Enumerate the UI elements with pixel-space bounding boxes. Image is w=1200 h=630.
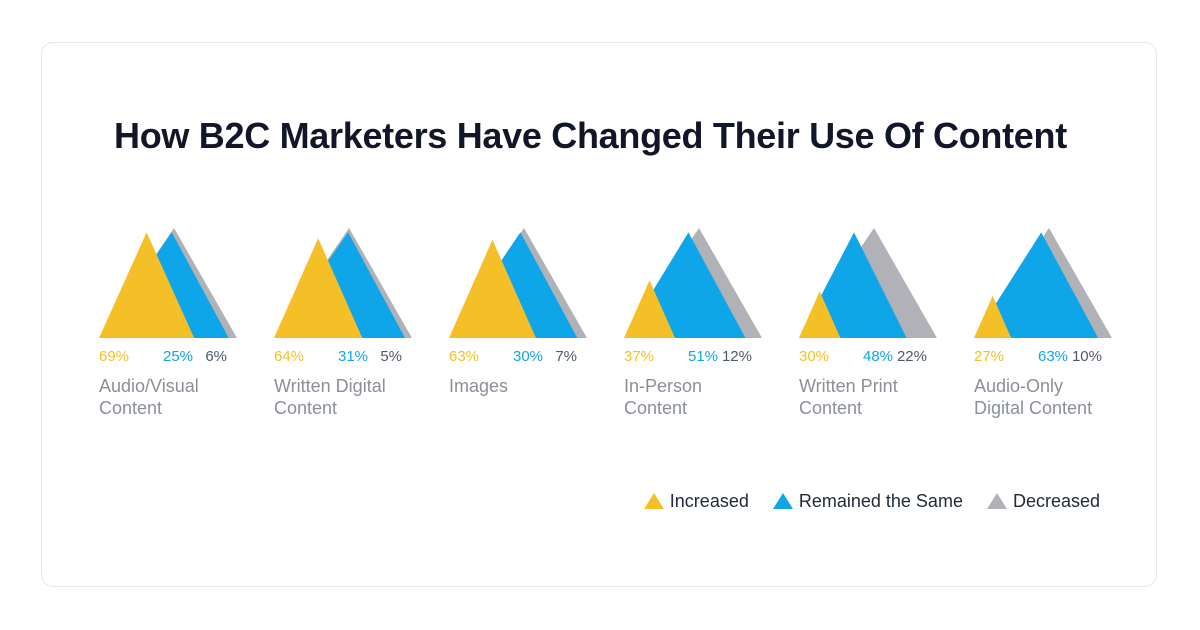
legend-label: Remained the Same <box>798 491 963 511</box>
triangle-icon <box>986 493 1007 509</box>
category-label-line: Digital Content <box>974 398 1093 418</box>
triangle-group <box>974 228 1112 338</box>
category-label-line: Written Digital <box>274 376 386 396</box>
legend-label: Decreased <box>1012 491 1100 511</box>
triangle-group <box>624 228 762 338</box>
category-label-line: Content <box>799 398 863 418</box>
decreased-value-label: 7% <box>555 348 577 365</box>
chart-item-audio-only-digital-content: 27% 63% 10% Audio-Only Digital Content <box>974 228 1112 428</box>
remained-value-label: 51% <box>688 348 719 365</box>
increased-triangle <box>974 295 1012 338</box>
chart-item-written-digital-content: 64% 31% 5% Written Digital Content <box>274 228 412 428</box>
chart-item-audio-visual-content: 69% 25% 6% Audio/Visual Content <box>99 228 237 428</box>
category-label-line: Content <box>274 398 338 418</box>
triangle-group <box>449 228 587 338</box>
increased-triangle <box>99 232 195 338</box>
triangle-group <box>274 228 412 338</box>
category-label: Written Print Content <box>799 375 939 419</box>
decreased-value-label: 6% <box>205 348 227 365</box>
remained-value-label: 48% <box>863 348 894 365</box>
triangle-icon <box>772 493 793 509</box>
category-label-line: In-Person <box>624 376 703 396</box>
remained-value-label: 63% <box>1038 348 1069 365</box>
increased-value-label: 69% <box>99 348 130 365</box>
decreased-value-label: 12% <box>721 348 752 365</box>
remained-triangle <box>974 232 1099 338</box>
increased-value-label: 30% <box>799 348 830 365</box>
legend: Increased Remained the Same Decreased <box>643 490 1100 512</box>
category-label-line: Audio-Only <box>974 376 1064 396</box>
legend-label: Increased <box>669 491 749 511</box>
increased-triangle <box>799 291 841 338</box>
increased-value-label: 27% <box>974 348 1005 365</box>
chart-item-written-print-content: 30% 48% 22% Written Print Content <box>799 228 937 428</box>
category-label-line: Written Print <box>799 376 898 396</box>
decreased-value-label: 22% <box>896 348 927 365</box>
chart-card <box>41 42 1157 587</box>
legend-item-decreased: Decreased <box>986 490 1100 512</box>
chart-item-in-person-content: 37% 51% 12% In-Person Content <box>624 228 762 428</box>
category-label-line: Content <box>99 398 163 418</box>
increased-triangle <box>274 238 363 338</box>
chart-item-images: 63% 30% 7% Images <box>449 228 587 428</box>
remained-value-label: 30% <box>513 348 544 365</box>
legend-item-increased: Increased <box>643 490 749 512</box>
remained-value-label: 31% <box>338 348 369 365</box>
triangle-icon <box>643 493 664 509</box>
category-label-line: Content <box>624 398 688 418</box>
increased-triangle <box>449 239 536 338</box>
category-label: In-Person Content <box>624 375 764 419</box>
category-label-line: Images <box>449 376 509 396</box>
decreased-value-label: 5% <box>380 348 402 365</box>
remained-value-label: 25% <box>163 348 194 365</box>
category-label: Written Digital Content <box>274 375 414 419</box>
decreased-value-label: 10% <box>1071 348 1102 365</box>
triangle-group <box>799 228 937 338</box>
category-label-line: Audio/Visual <box>99 376 199 396</box>
increased-triangle <box>624 280 676 338</box>
increased-value-label: 37% <box>624 348 655 365</box>
category-label: Images <box>449 375 589 397</box>
chart-title: How B2C Marketers Have Changed Their Use… <box>114 115 1067 156</box>
increased-value-label: 63% <box>449 348 480 365</box>
triangle-group <box>99 228 237 338</box>
increased-value-label: 64% <box>274 348 305 365</box>
legend-item-remained-the-same: Remained the Same <box>772 490 963 512</box>
category-label: Audio-Only Digital Content <box>974 375 1114 419</box>
category-label: Audio/Visual Content <box>99 375 239 419</box>
